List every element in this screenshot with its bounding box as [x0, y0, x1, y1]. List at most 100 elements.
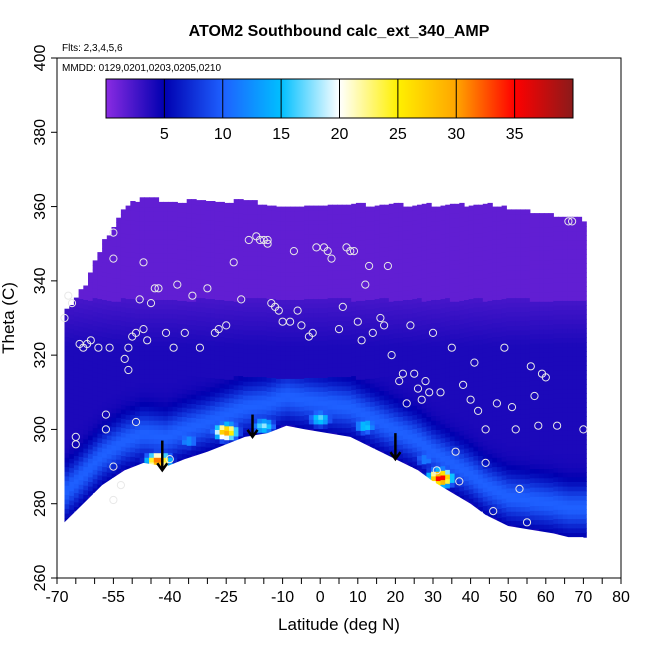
heat-cell [365, 322, 371, 328]
heat-cell [374, 447, 380, 453]
heat-cell [487, 379, 493, 385]
heat-cell [163, 434, 169, 440]
heat-cell [111, 435, 117, 442]
heat-cell [398, 407, 404, 413]
heat-cell [370, 271, 376, 277]
heat-cell [426, 374, 432, 380]
heat-cell [327, 223, 333, 229]
heat-cell [125, 326, 131, 332]
heat-cell [337, 344, 343, 350]
heat-cell [266, 275, 272, 281]
heat-cell [135, 331, 141, 338]
heat-cell [276, 253, 282, 259]
heat-cell [299, 401, 305, 407]
heat-cell [294, 350, 301, 356]
heat-cell [468, 488, 474, 495]
heat-cell [388, 319, 395, 326]
heat-cell [125, 354, 131, 360]
heat-cell [214, 206, 221, 212]
heat-cell [304, 340, 310, 346]
heat-cell [285, 373, 291, 379]
heat-cell [327, 362, 333, 368]
heat-cell [492, 420, 498, 426]
heat-cell [407, 327, 413, 333]
heat-cell [464, 475, 470, 482]
heat-cell [210, 386, 216, 392]
heat-cell [106, 444, 113, 450]
heat-cell [205, 386, 211, 392]
heat-cell [417, 283, 423, 289]
heat-cell [412, 312, 418, 318]
heat-cell [313, 303, 319, 309]
heat-cell [130, 419, 136, 425]
heat-cell [135, 341, 141, 347]
heat-cell [440, 344, 446, 351]
heat-cell [135, 276, 141, 282]
heat-cell [177, 272, 183, 278]
heat-cell [308, 312, 315, 318]
heat-cell [374, 307, 380, 313]
heat-cell [473, 501, 479, 508]
heat-cell [449, 445, 456, 451]
heat-cell [337, 385, 343, 391]
heat-cell [393, 323, 399, 329]
heat-cell [304, 400, 310, 406]
heat-cell [388, 435, 395, 442]
heat-cell [360, 318, 366, 325]
heat-cell [153, 234, 160, 240]
heat-cell [120, 436, 127, 443]
heat-cell [374, 363, 380, 369]
heat-cell [407, 378, 413, 384]
heat-cell [73, 381, 80, 387]
heat-cell [120, 413, 127, 419]
heat-cell [337, 265, 343, 271]
heat-cell [139, 438, 145, 444]
heat-cell [337, 204, 343, 210]
heat-cell [210, 270, 216, 276]
heat-cell [97, 451, 103, 457]
heat-cell [64, 480, 70, 486]
heat-cell [346, 269, 352, 275]
heat-cell [135, 211, 141, 217]
heat-cell [88, 490, 94, 496]
heat-cell [351, 264, 357, 270]
heat-cell [459, 360, 465, 366]
heat-cell [365, 304, 371, 310]
heat-cell [280, 410, 286, 417]
heat-cell [332, 265, 338, 271]
heat-cell [243, 399, 249, 405]
heat-cell [167, 313, 174, 319]
heat-cell [182, 249, 188, 255]
heat-cell [186, 366, 192, 372]
heat-cell [487, 314, 493, 320]
heat-cell [280, 331, 286, 338]
heat-cell [478, 501, 484, 508]
heat-cell [398, 402, 404, 408]
heat-cell [247, 357, 254, 364]
heat-cell [219, 248, 225, 254]
heat-cell [224, 337, 230, 343]
heat-cell [196, 200, 202, 206]
heat-cell [379, 302, 385, 308]
heat-cell [219, 234, 225, 240]
heat-cell [88, 411, 94, 417]
heat-cell [468, 279, 474, 286]
heat-cell [313, 233, 319, 239]
heat-cell [144, 420, 150, 426]
heat-cell [120, 251, 127, 257]
heat-cell [412, 289, 418, 295]
heat-cell [182, 332, 188, 339]
heat-cell [224, 295, 230, 301]
heat-cell [454, 315, 460, 321]
heat-cell [177, 305, 183, 311]
heat-cell [125, 451, 131, 457]
heat-cell [431, 424, 437, 430]
heat-cell [365, 253, 371, 259]
heat-cell [167, 424, 174, 430]
heat-cell [219, 276, 225, 282]
heat-cell [167, 220, 174, 226]
heat-cell [426, 240, 432, 246]
heat-cell [73, 399, 80, 405]
heat-cell [210, 205, 216, 211]
heat-cell [196, 330, 202, 336]
